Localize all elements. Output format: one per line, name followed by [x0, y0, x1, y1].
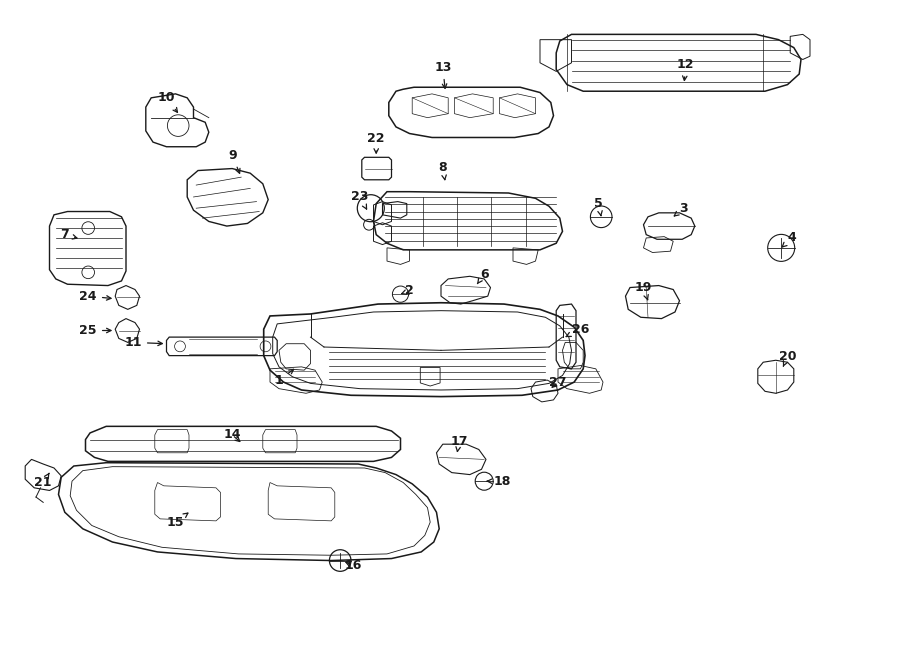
Text: 11: 11: [124, 336, 162, 349]
Text: 7: 7: [60, 228, 77, 241]
Text: 2: 2: [401, 284, 414, 297]
Text: 14: 14: [223, 428, 241, 442]
Text: 12: 12: [677, 58, 695, 81]
Text: 17: 17: [450, 435, 468, 451]
Text: 22: 22: [367, 132, 385, 153]
Text: 4: 4: [782, 231, 796, 247]
Text: 10: 10: [158, 91, 177, 112]
Text: 16: 16: [344, 559, 362, 572]
Text: 21: 21: [34, 473, 52, 489]
Text: 13: 13: [434, 61, 452, 89]
Text: 24: 24: [79, 290, 111, 303]
Text: 27: 27: [549, 375, 567, 389]
Text: 9: 9: [228, 149, 240, 173]
Text: 15: 15: [166, 513, 188, 529]
Text: 19: 19: [634, 281, 652, 300]
Text: 8: 8: [438, 161, 447, 180]
Text: 6: 6: [477, 268, 489, 284]
Text: 23: 23: [351, 190, 369, 209]
Text: 3: 3: [674, 202, 688, 216]
Text: 5: 5: [594, 197, 603, 216]
Text: 26: 26: [566, 323, 590, 336]
Text: 1: 1: [274, 369, 293, 387]
Text: 25: 25: [79, 324, 111, 337]
Text: 20: 20: [778, 350, 796, 366]
Text: 18: 18: [487, 475, 511, 488]
